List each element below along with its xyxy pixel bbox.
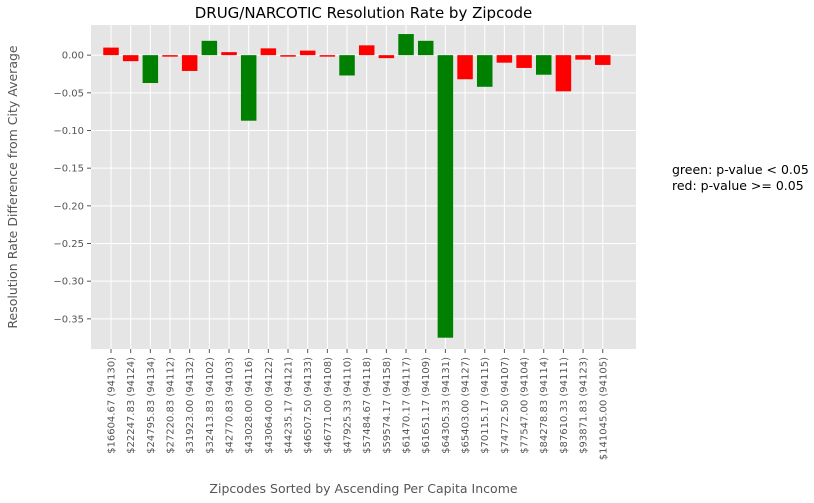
x-tick-label: $64305.33 (94131): [441, 357, 452, 454]
x-tick-label: $46771.00 (94108): [323, 357, 334, 454]
bar: [496, 55, 513, 63]
x-tick-label: $32413.83 (94102): [205, 357, 216, 454]
bar: [201, 40, 218, 56]
x-tick-label: $44235.17 (94121): [284, 357, 295, 454]
bar: [417, 40, 434, 56]
y-tick-label: −0.25: [53, 239, 84, 250]
bar: [240, 55, 257, 121]
y-tick-label: −0.10: [53, 126, 84, 137]
bar: [122, 55, 139, 62]
x-tick-label: $87610.33 (94111): [559, 357, 570, 454]
x-tick-label: $70115.17 (94115): [480, 357, 491, 454]
x-tick-label: $141045.00 (94105): [598, 357, 609, 460]
bar: [398, 34, 414, 56]
y-tick-label: −0.30: [53, 277, 84, 288]
y-tick-label: −0.35: [53, 314, 84, 325]
x-tick-label: $24795.83 (94134): [146, 357, 157, 454]
x-tick-label: $43064.00 (94122): [264, 357, 275, 454]
bar: [358, 45, 375, 56]
x-tick-label: $61651.17 (94109): [421, 357, 432, 454]
x-tick-label: $42770.83 (94103): [225, 357, 236, 454]
bar: [299, 50, 316, 56]
legend-annotation-red: red: p-value >= 0.05: [672, 178, 804, 193]
bar: [260, 48, 277, 56]
bar: [555, 55, 572, 92]
x-tick-label: $77547.00 (94104): [520, 357, 531, 454]
x-tick-label: $61470.17 (94117): [402, 357, 413, 454]
x-tick-label: $22247.83 (94124): [126, 357, 137, 454]
x-tick-label: $47925.33 (94110): [343, 357, 354, 454]
x-tick-label: $84278.83 (94114): [539, 357, 550, 454]
x-tick-label: $27220.83 (94112): [166, 357, 177, 454]
bar: [181, 55, 198, 71]
y-tick-label: 0.00: [62, 51, 84, 62]
bar: [476, 55, 493, 87]
y-axis-ticks: 0.00 −0.05 −0.10 −0.15 −0.20 −0.25 −0.30 −0.35: [53, 51, 91, 325]
bar: [575, 55, 591, 60]
x-tick-label: $93871.83 (94123): [579, 357, 590, 454]
bar: [535, 55, 552, 75]
x-tick-label: $74772.50 (94107): [500, 357, 511, 454]
plot-area: [91, 25, 636, 349]
x-axis-ticks: $16604.67 (94130) $22247.83 (94124) $24795…: [107, 349, 609, 460]
chart-title: DRUG/NARCOTIC Resolution Rate by Zipcode: [195, 4, 533, 22]
bar: [516, 55, 532, 68]
bar: [378, 55, 395, 59]
bar: [103, 47, 119, 56]
bar: [319, 55, 336, 57]
x-axis-label: Zipcodes Sorted by Ascending Per Capita …: [209, 481, 517, 496]
x-tick-label: $46507.50 (94133): [303, 357, 314, 454]
bar: [221, 52, 237, 56]
x-tick-label: $43028.00 (94116): [244, 357, 255, 454]
x-tick-label: $59574.17 (94158): [382, 357, 393, 454]
bar: [162, 55, 178, 57]
x-tick-label: $16604.67 (94130): [107, 357, 118, 454]
bar: [142, 55, 159, 84]
x-tick-label: $65403.00 (94127): [461, 357, 472, 454]
y-tick-label: −0.05: [53, 88, 84, 99]
grid: [91, 25, 636, 349]
y-axis-label: Resolution Rate Difference from City Ave…: [5, 45, 20, 329]
y-tick-label: −0.20: [53, 201, 84, 212]
legend-annotation-green: green: p-value < 0.05: [672, 162, 809, 177]
bar: [457, 55, 473, 80]
bar: [595, 55, 611, 65]
bar: [437, 55, 454, 338]
bars: [103, 34, 611, 338]
x-tick-label: $57484.67 (94118): [362, 357, 373, 454]
y-tick-label: −0.15: [53, 164, 84, 175]
bar: [280, 55, 296, 57]
x-tick-label: $31923.00 (94132): [185, 357, 196, 454]
bar: [339, 55, 355, 76]
